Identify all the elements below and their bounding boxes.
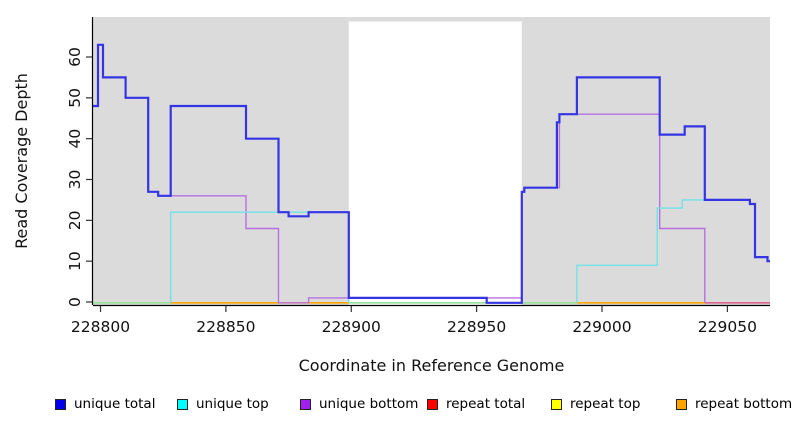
gap-top-strip [348,17,522,22]
y-tick-label: 60 [66,47,84,67]
x-tick-label: 229000 [572,318,631,336]
series-lines [93,43,770,304]
y-tick-label: 50 [66,88,84,108]
y-tick-label: 0 [66,297,84,307]
y-axis-title: Read Coverage Depth [12,73,31,249]
y-tick-label: 30 [66,170,84,190]
shaded-regions [93,17,770,305]
y-tick-label: 10 [66,251,84,271]
shaded-region-1 [521,17,770,305]
y-tick-label: 40 [66,129,84,149]
y-tick-label: 20 [66,210,84,230]
series-line-unique-total [93,43,770,304]
x-tick-label: 228850 [196,318,255,336]
x-tick-label: 228950 [447,318,506,336]
x-tick-label: 228900 [322,318,381,336]
x-tick-label: 229050 [698,318,757,336]
x-tick-label: 228800 [71,318,130,336]
x-axis-title: Coordinate in Reference Genome [299,356,565,375]
axes: 228800 228850 228900 228950 229000 229050 0 10 2… [12,17,770,375]
shaded-region-0 [93,17,349,305]
